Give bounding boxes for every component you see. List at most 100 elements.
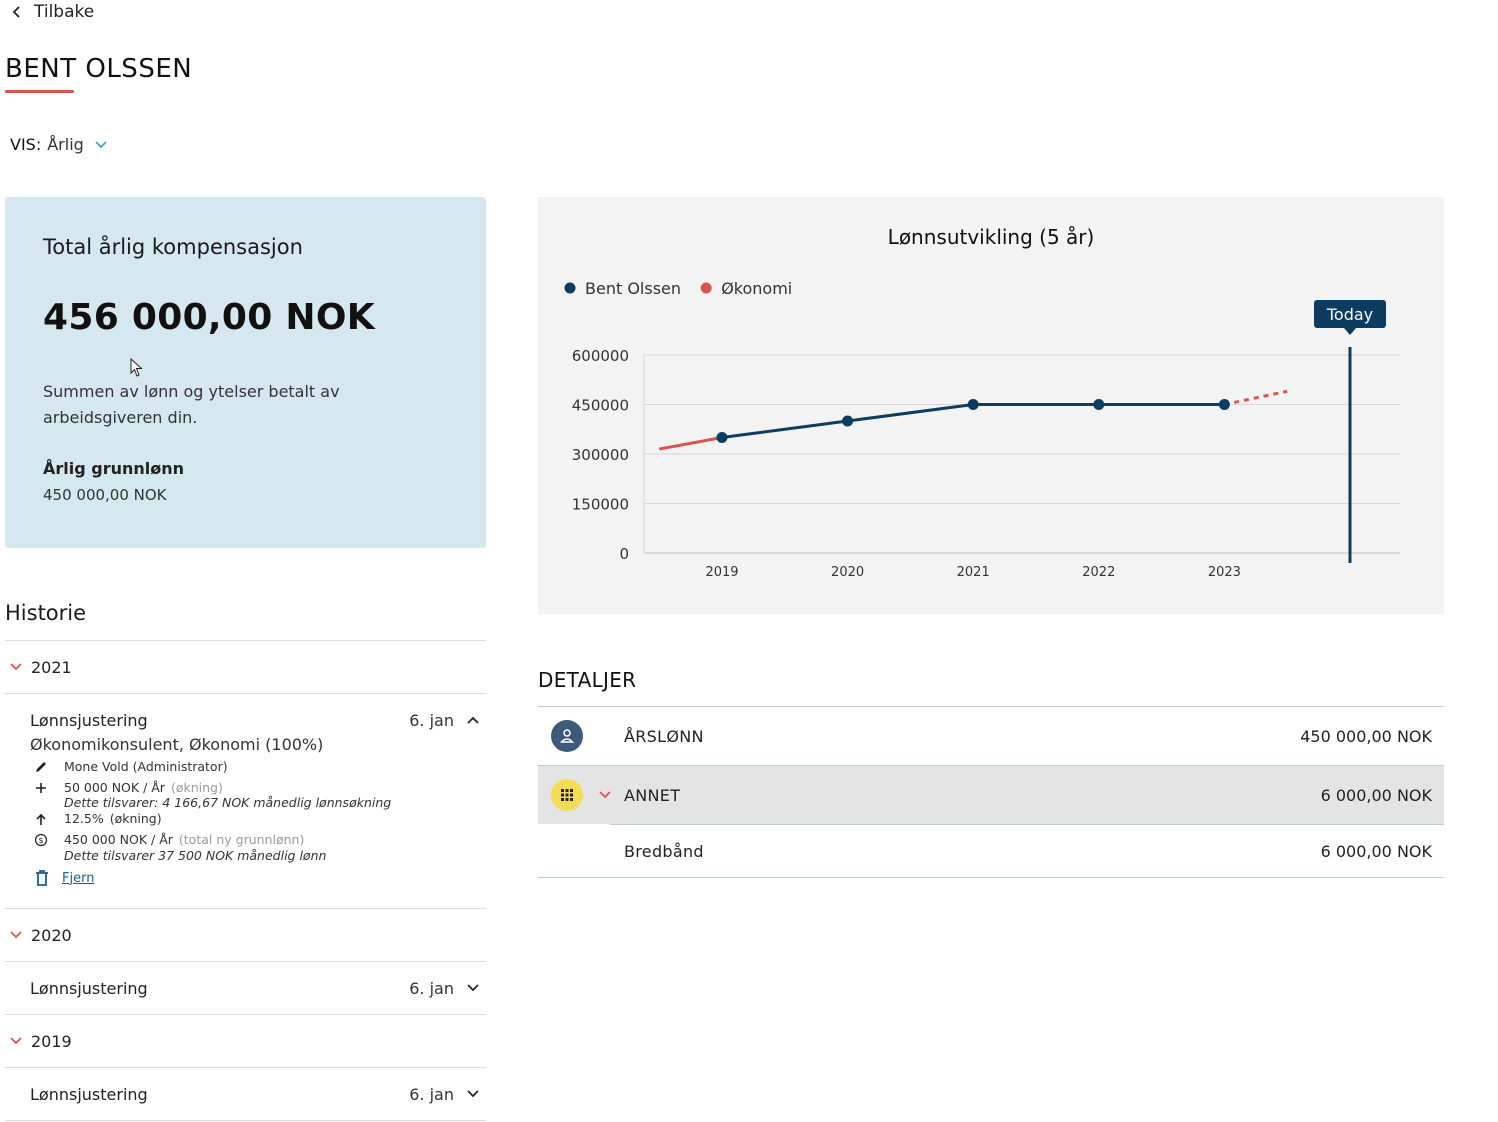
details-value: 450 000,00 NOK bbox=[1300, 726, 1432, 746]
details-label: ANNET bbox=[624, 785, 681, 805]
divider bbox=[5, 640, 486, 641]
year-label: 2019 bbox=[31, 1031, 72, 1051]
adjustment-row-2019: Lønnsjustering 6. jan bbox=[30, 1079, 486, 1109]
data-point bbox=[1093, 399, 1105, 410]
chevron-down-icon bbox=[95, 140, 107, 148]
compensation-amount: 456 000,00 NOK bbox=[43, 297, 375, 338]
legend-dot bbox=[700, 282, 712, 294]
view-value: Årlig bbox=[47, 135, 84, 154]
details-value: 6 000,00 NOK bbox=[1320, 841, 1432, 861]
plus-icon bbox=[36, 783, 46, 793]
chevron-up-icon bbox=[467, 716, 479, 724]
svg-text:$: $ bbox=[38, 836, 43, 845]
history-title: Historie bbox=[5, 601, 87, 625]
data-point bbox=[716, 432, 728, 443]
divider bbox=[538, 877, 1444, 878]
total-line: $ 450 000 NOK / År (total ny grunnlønn) bbox=[32, 832, 304, 848]
back-label: Tilbake bbox=[34, 2, 95, 22]
details-label: ÅRSLØNN bbox=[624, 726, 704, 746]
details-row-bredband: Bredbånd 6 000,00 NOK bbox=[538, 824, 1444, 878]
x-tick-label: 2021 bbox=[957, 565, 990, 580]
adjustment-date: 6. jan bbox=[409, 710, 454, 730]
y-tick-label: 0 bbox=[619, 545, 629, 563]
details-row-highlight bbox=[538, 766, 1444, 824]
person-icon bbox=[551, 720, 583, 752]
pencil-icon bbox=[36, 762, 46, 772]
adjustment-date: 6. jan bbox=[409, 1084, 454, 1104]
year-label: 2021 bbox=[31, 657, 72, 677]
adjustment-role: Økonomikonsulent, Økonomi (100%) bbox=[30, 735, 324, 754]
adjustment-label: Lønnsjustering bbox=[30, 978, 148, 998]
grid-icon bbox=[551, 779, 583, 811]
remove-button[interactable]: Fjern bbox=[34, 869, 94, 887]
year-toggle-2020[interactable]: 2020 bbox=[5, 910, 486, 960]
divider bbox=[610, 824, 1444, 825]
chevron-down-icon bbox=[467, 1090, 479, 1098]
legend-label: Bent Olssen bbox=[585, 279, 681, 298]
year-toggle-2019[interactable]: 2019 bbox=[5, 1016, 486, 1066]
increase-line: 50 000 NOK / År (økning) bbox=[32, 780, 223, 796]
legend-dot bbox=[564, 282, 576, 294]
x-tick-label: 2020 bbox=[831, 565, 864, 580]
x-tick-label: 2022 bbox=[1082, 565, 1115, 580]
legend-label: Økonomi bbox=[721, 279, 792, 298]
today-label: Today bbox=[1326, 305, 1373, 324]
details-row-annet[interactable]: ANNET 6 000,00 NOK bbox=[538, 766, 1444, 824]
base-salary-value: 450 000,00 NOK bbox=[43, 486, 167, 504]
details-label: Bredbånd bbox=[624, 841, 704, 861]
adjustment-row-2021: Lønnsjustering 6. jan bbox=[30, 705, 486, 735]
year-toggle-2021[interactable]: 2021 bbox=[5, 642, 486, 692]
divider bbox=[5, 961, 486, 962]
y-tick-label: 600000 bbox=[572, 347, 629, 365]
author-text: Mone Vold (Administrator) bbox=[64, 759, 228, 774]
adjustment-label: Lønnsjustering bbox=[30, 1084, 148, 1104]
divider bbox=[5, 1120, 486, 1121]
mouse-cursor-icon bbox=[130, 358, 143, 377]
divider bbox=[5, 908, 486, 909]
divider bbox=[538, 706, 1444, 707]
adjustment-row-2020: Lønnsjustering 6. jan bbox=[30, 973, 486, 1003]
total-text: 450 000 NOK / År bbox=[64, 832, 173, 847]
today-badge-pointer bbox=[1344, 328, 1356, 335]
divider bbox=[5, 1014, 486, 1015]
compensation-card: Total årlig kompensasjon 456 000,00 NOK … bbox=[5, 197, 486, 548]
chart-title: Lønnsutvikling (5 år) bbox=[888, 225, 1095, 249]
chevron-left-icon bbox=[12, 6, 20, 18]
y-tick-label: 450000 bbox=[572, 397, 629, 415]
details-row-arslonn: ÅRSLØNN 450 000,00 NOK bbox=[538, 707, 1444, 765]
data-point bbox=[1218, 399, 1230, 410]
details-value: 6 000,00 NOK bbox=[1320, 785, 1432, 805]
back-link[interactable]: Tilbake bbox=[10, 2, 94, 22]
percent-line: 12.5% (økning) bbox=[32, 811, 162, 827]
increase-note: Dette tilsvarer: 4 166,67 NOK månedlig l… bbox=[64, 795, 392, 810]
chevron-down-icon bbox=[10, 931, 22, 939]
title-underline bbox=[5, 90, 74, 93]
adjustment-toggle[interactable]: 6. jan bbox=[409, 1085, 480, 1104]
increase-tag: (økning) bbox=[170, 780, 223, 795]
year-label: 2020 bbox=[31, 925, 72, 945]
arrow-up-icon bbox=[36, 813, 46, 825]
chevron-down-icon bbox=[467, 984, 479, 992]
percent-tag: (økning) bbox=[109, 811, 162, 826]
adjustment-toggle[interactable]: 6. jan bbox=[409, 711, 480, 730]
divider bbox=[538, 765, 1444, 766]
percent-text: 12.5% bbox=[64, 811, 104, 826]
view-selector[interactable]: VIS: Årlig bbox=[10, 135, 108, 154]
coin-icon: $ bbox=[34, 833, 48, 847]
compensation-description: Summen av lønn og ytelser betalt av arbe… bbox=[43, 382, 340, 427]
adjustment-date: 6. jan bbox=[409, 978, 454, 998]
details-title: DETALJER bbox=[538, 668, 637, 692]
remove-label: Fjern bbox=[62, 870, 95, 886]
total-tag: (total ny grunnlønn) bbox=[178, 832, 305, 847]
series-line-okonomi bbox=[658, 436, 723, 451]
data-point bbox=[842, 415, 854, 427]
data-point bbox=[967, 399, 979, 410]
y-tick-label: 300000 bbox=[572, 446, 629, 464]
total-note: Dette tilsvarer 37 500 NOK månedlig lønn bbox=[64, 848, 327, 863]
salary-chart: Lønnsutvikling (5 år) Bent Olssen Økonomi 6… bbox=[564, 225, 1400, 580]
adjustment-label: Lønnsjustering bbox=[30, 710, 148, 730]
divider bbox=[5, 693, 486, 694]
adjustment-toggle[interactable]: 6. jan bbox=[409, 979, 480, 998]
today-badge bbox=[1314, 300, 1386, 328]
chevron-down-icon bbox=[10, 1037, 22, 1045]
